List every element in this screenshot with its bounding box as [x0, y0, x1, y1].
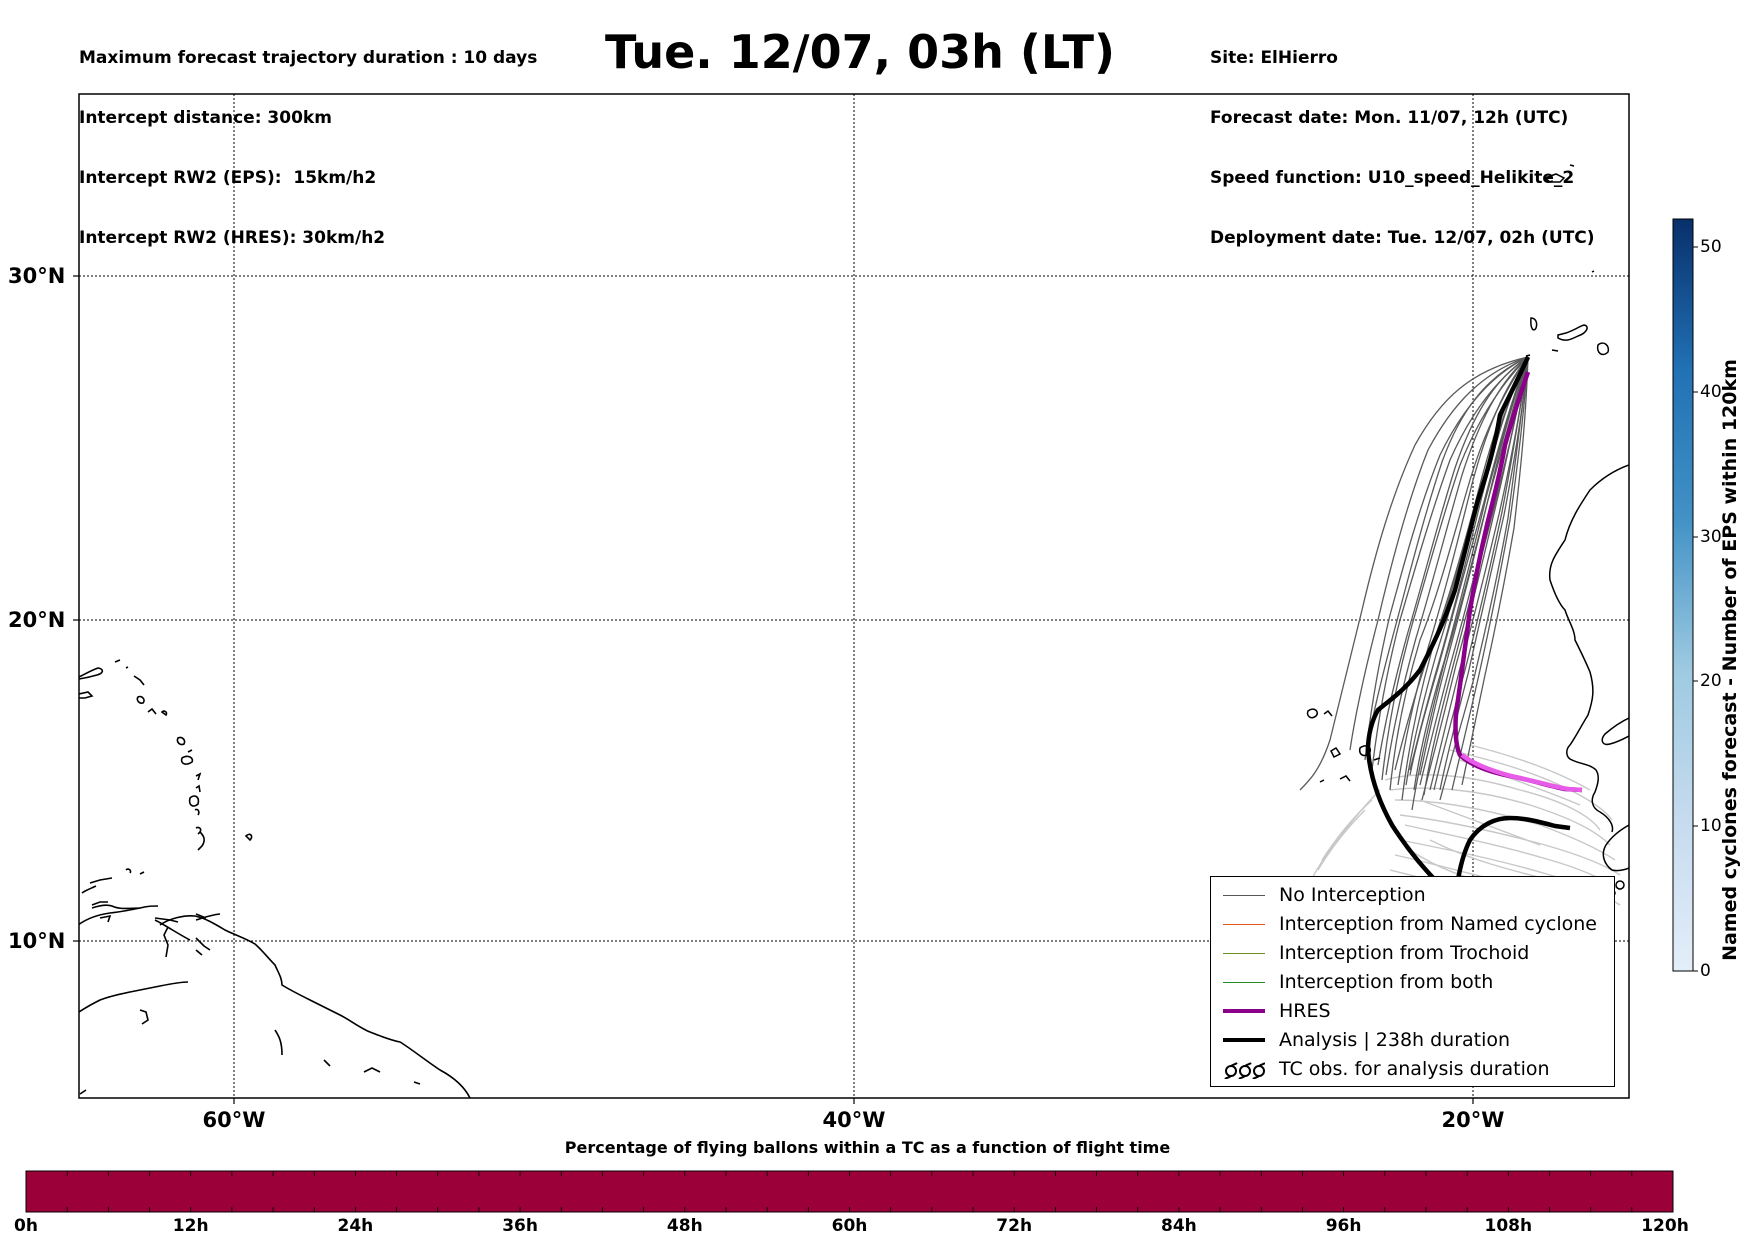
header-line-duration: Maximum forecast trajectory duration : 1… [79, 48, 538, 68]
header-line-site: Site: ElHierro [1210, 48, 1338, 68]
lon-label-20w: 20°W [1441, 1108, 1505, 1132]
colorbar-flight-time [25, 1170, 1674, 1213]
legend-label-no-interception: No Interception [1279, 884, 1426, 906]
map-title: Tue. 12/07, 03h (LT) [605, 25, 1115, 79]
legend-swatch-hres [1223, 1009, 1265, 1013]
legend-label-tc-obs: TC obs. for analysis duration [1279, 1058, 1550, 1080]
colorbar-cyclones-ticks [1693, 246, 1698, 972]
legend-item-named-cyclone: Interception from Named cyclone [1217, 910, 1614, 939]
header-line-intercept-eps: Intercept RW2 (EPS): 15km/h2 [79, 168, 377, 188]
flight-time-tick-60h: 60h [831, 1216, 868, 1236]
coastlines-africa-islands [1306, 164, 1629, 872]
flight-time-tick-36h: 36h [502, 1216, 538, 1236]
header-line-forecast-date: Forecast date: Mon. 11/07, 12h (UTC) [1210, 108, 1569, 128]
cyclone-symbols-icon [1224, 1062, 1265, 1079]
trajectories-no-interception [1299, 356, 1529, 811]
header-line-intercept-distance: Intercept distance: 300km [79, 108, 332, 128]
legend-item-no-interception: No Interception [1217, 881, 1614, 910]
colorbar-tick-20: 20 [1700, 671, 1722, 691]
flight-time-tick-0h: 0h [14, 1216, 38, 1236]
colorbar-flight-time-fill [25, 1170, 1674, 1213]
colorbar-tick-50: 50 [1700, 237, 1722, 257]
header-line-deployment-date: Deployment date: Tue. 12/07, 02h (UTC) [1210, 228, 1595, 248]
legend-swatch-both [1223, 982, 1265, 983]
colorbar-flight-time-title: Percentage of flying ballons within a TC… [564, 1138, 1171, 1157]
map-legend: No Interception Interception from Named … [1210, 876, 1615, 1087]
legend-item-both: Interception from both [1217, 968, 1614, 997]
colorbar-cyclones-label: Named cyclones forecast - Number of EPS … [1719, 359, 1741, 961]
flight-time-tick-12h: 12h [172, 1216, 209, 1236]
header-info-right: Site: ElHierro Forecast date: Mon. 11/07… [1210, 8, 1595, 268]
header-line-speed-function: Speed function: U10_speed_Helikite_2 [1210, 168, 1575, 188]
header-line-intercept-hres: Intercept RW2 (HRES): 30km/h2 [79, 228, 386, 248]
hres-trajectory-late [1460, 753, 1583, 793]
legend-swatch-trochoid [1223, 953, 1265, 954]
flight-time-tick-72h: 72h [996, 1216, 1033, 1236]
legend-label-named-cyclone: Interception from Named cyclone [1279, 913, 1597, 935]
frame-ticks [73, 275, 1474, 1104]
flight-time-tick-108h: 108h [1484, 1216, 1533, 1236]
colorbar-cyclones [1672, 218, 1698, 972]
lat-label-10n: 10°N [8, 929, 66, 953]
legend-item-trochoid: Interception from Trochoid [1217, 939, 1614, 968]
coastlines-caribbean [79, 659, 471, 1098]
colorbar-tick-40: 40 [1700, 382, 1722, 402]
colorbar-tick-10: 10 [1700, 816, 1722, 836]
legend-item-analysis: Analysis | 238h duration [1217, 1026, 1614, 1055]
legend-swatch-no-interception [1223, 895, 1265, 896]
flight-time-tick-84h: 84h [1161, 1216, 1197, 1236]
lon-label-40w: 40°W [822, 1108, 886, 1132]
legend-swatch-analysis [1223, 1038, 1265, 1042]
legend-label-analysis: Analysis | 238h duration [1279, 1029, 1511, 1051]
colorbar-flight-time-ticks [66, 1171, 1633, 1212]
flight-time-tick-48h: 48h [666, 1216, 703, 1236]
lon-label-60w: 60°W [202, 1108, 266, 1132]
header-info-left: Maximum forecast trajectory duration : 1… [79, 8, 537, 268]
legend-label-trochoid: Interception from Trochoid [1279, 942, 1530, 964]
flight-time-tick-120h: 120h [1641, 1216, 1689, 1236]
legend-item-hres: HRES [1217, 997, 1614, 1026]
legend-item-tc-obs: TC obs. for analysis duration [1217, 1055, 1614, 1084]
legend-label-both: Interception from both [1279, 971, 1494, 993]
colorbar-cyclones-fill [1672, 218, 1694, 972]
flight-time-tick-24h: 24h [337, 1216, 374, 1236]
legend-swatch-named-cyclone [1223, 924, 1265, 925]
colorbar-tick-0: 0 [1700, 961, 1711, 981]
legend-label-hres: HRES [1279, 1000, 1331, 1022]
flight-time-tick-96h: 96h [1325, 1216, 1362, 1236]
colorbar-tick-30: 30 [1700, 527, 1722, 547]
lat-label-20n: 20°N [8, 608, 66, 632]
map-area [79, 94, 1629, 1098]
lat-label-30n: 30°N [8, 264, 66, 288]
